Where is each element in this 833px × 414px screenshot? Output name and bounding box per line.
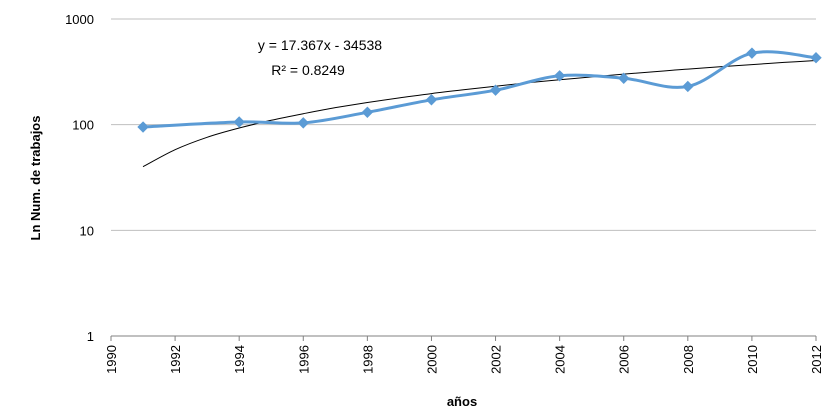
markers-layer <box>137 47 822 133</box>
data-point-1994 <box>233 116 245 128</box>
data-point-2010 <box>746 47 758 59</box>
x-tick-label-2004: 2004 <box>553 345 568 374</box>
data-point-1991 <box>137 121 149 133</box>
data-point-2002 <box>489 84 502 96</box>
series-line <box>142 50 817 129</box>
x-tick-label-1992: 1992 <box>168 345 183 374</box>
data-point-2004 <box>553 70 566 82</box>
y-tick-label-1000: 1000 <box>65 12 94 27</box>
x-tick-label-2000: 2000 <box>424 345 439 374</box>
y-tick-label-100: 100 <box>72 118 94 133</box>
data-point-2000 <box>425 94 438 106</box>
x-tick-label-1998: 1998 <box>360 345 375 374</box>
data-point-2006 <box>618 72 630 84</box>
x-tick-label-2006: 2006 <box>617 345 632 374</box>
data-point-1996 <box>297 117 309 129</box>
x-tick-label-1996: 1996 <box>296 345 311 374</box>
x-tick-label-1994: 1994 <box>232 345 247 374</box>
x-tick-label-2008: 2008 <box>681 345 696 374</box>
x-tick-label-2002: 2002 <box>489 345 504 374</box>
data-point-2012 <box>810 52 822 64</box>
data-point-1998 <box>361 106 374 118</box>
x-tick-label-1990: 1990 <box>104 345 119 374</box>
y-tick-label-1: 1 <box>87 329 94 344</box>
x-tick-label-2010: 2010 <box>745 345 760 374</box>
trendline-equation: y = 17.367x - 34538 <box>258 37 382 53</box>
x-tick-label-2012: 2012 <box>809 345 824 374</box>
y-axis-title: Ln Num. de trabajos <box>28 116 43 241</box>
x-axis-title: años <box>447 394 477 409</box>
trendline-r-squared: R² = 0.8249 <box>271 62 345 78</box>
x-ticks-layer: 1990 1992 1994 1996 1998 2000 2002 2004 2006 2008… <box>104 336 824 374</box>
data-point-2008 <box>682 80 694 93</box>
trendline <box>142 60 817 168</box>
y-tick-label-10: 10 <box>80 223 94 238</box>
grid-layer <box>111 18 816 231</box>
y-ticks-layer: 1 10 100 1000 <box>65 12 94 344</box>
